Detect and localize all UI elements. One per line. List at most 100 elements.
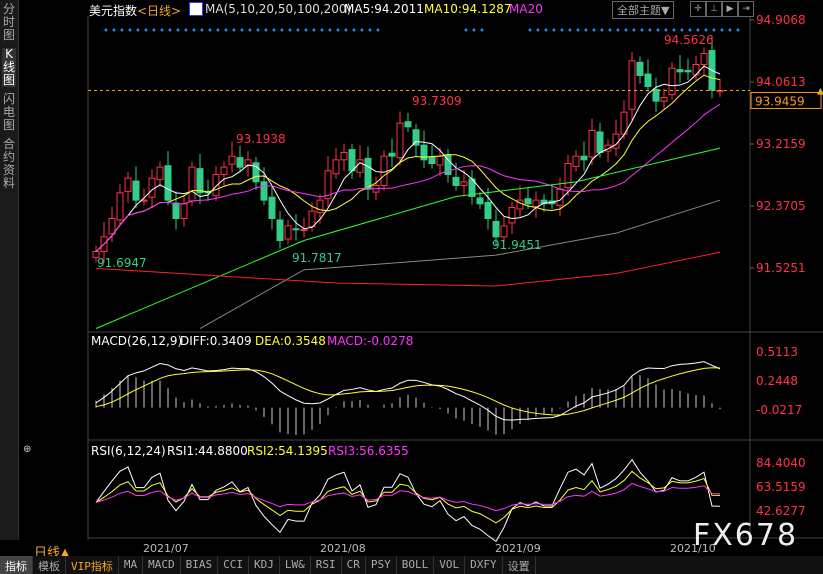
candle — [268, 196, 276, 220]
candle — [412, 129, 420, 146]
ma10-value: MA10:94.1287 — [424, 2, 512, 16]
extreme-label-3: 93.7309 — [412, 94, 462, 108]
event-dot — [232, 28, 236, 32]
candle — [364, 157, 372, 190]
event-dot — [664, 28, 668, 32]
candle — [300, 229, 308, 232]
sidebar-tab-1[interactable]: K线图 — [2, 47, 16, 87]
ma-chart-icon[interactable] — [189, 2, 203, 16]
event-dot — [536, 28, 540, 32]
chart-main[interactable]: 94.9068 94.0613 93.2159 92.3705 91.5251 93.94… — [19, 0, 823, 561]
event-dot — [464, 28, 468, 32]
event-dot — [224, 28, 228, 32]
date-label-0: 2021/07 — [143, 542, 189, 555]
toolbar-item-2[interactable]: VIP指标 — [66, 556, 119, 574]
toolbar-item-7[interactable]: KDJ — [249, 556, 280, 574]
theme-dropdown[interactable]: 全部主题▼ — [612, 1, 675, 19]
candle — [580, 155, 588, 161]
toolbar-item-4[interactable]: MACD — [143, 556, 181, 574]
candle — [292, 228, 300, 231]
candle — [396, 122, 404, 159]
candle — [260, 181, 268, 201]
toolbar-item-0[interactable]: 指标 — [0, 556, 33, 574]
extreme-label-1: 93.1938 — [236, 132, 286, 146]
candle — [684, 69, 692, 73]
toolbar-item-15[interactable]: 设置 — [503, 556, 536, 574]
candle — [476, 197, 484, 205]
event-dot — [696, 28, 700, 32]
event-dot — [328, 28, 332, 32]
candle — [220, 166, 228, 176]
candle — [604, 144, 612, 152]
rsi3-line — [95, 482, 721, 512]
toolbar-item-6[interactable]: CCI — [218, 556, 249, 574]
candle — [460, 181, 468, 187]
toolbar-item-11[interactable]: PSY — [366, 556, 397, 574]
period-label: <日线> — [137, 4, 182, 18]
event-dot — [240, 28, 244, 32]
sidebar-tab-0[interactable]: 分时图 — [2, 2, 15, 42]
move-right-icon[interactable]: ⇥ — [738, 1, 754, 17]
candle — [668, 67, 676, 96]
extreme-label-5: 94.5626 — [664, 33, 714, 47]
rsi2-line — [95, 470, 721, 524]
toolbar-item-9[interactable]: RSI — [311, 556, 342, 574]
crosshair-icon[interactable]: ✛ — [690, 1, 706, 17]
candle — [252, 162, 260, 183]
zoom-range-icon[interactable]: ⊥ — [706, 1, 722, 17]
event-dot — [368, 28, 372, 32]
event-dot — [104, 28, 108, 32]
toolbar-item-12[interactable]: BOLL — [397, 556, 435, 574]
macd-tick-2: -0.0217 — [756, 403, 802, 417]
candle — [436, 155, 444, 166]
toolbar-item-14[interactable]: DXFY — [465, 556, 503, 574]
candle — [332, 159, 340, 175]
toolbar-item-1[interactable]: 模板 — [33, 556, 66, 574]
candle — [348, 149, 356, 172]
event-dot — [144, 28, 148, 32]
sidebar-tab-3[interactable]: 合约资料 — [2, 137, 15, 190]
candle — [636, 61, 644, 77]
ma5-value: MA5:94.2011 — [344, 2, 424, 16]
toolbar-item-3[interactable]: MA — [119, 556, 144, 574]
macd-value: MACD:-0.0278 — [327, 334, 414, 348]
chart-svg[interactable]: 94.9068 94.0613 93.2159 92.3705 91.5251 93.94… — [19, 0, 823, 556]
candle — [356, 159, 364, 173]
price-tick-3: 92.3705 — [756, 199, 806, 213]
event-dot — [720, 28, 724, 32]
event-dot — [592, 28, 596, 32]
event-dot — [616, 28, 620, 32]
rsi-label: RSI(6,12,24) — [91, 444, 166, 458]
event-dot — [624, 28, 628, 32]
sidebar-tab-2[interactable]: 闪电图 — [2, 92, 15, 132]
event-dot — [648, 28, 652, 32]
event-dot — [168, 28, 172, 32]
event-dot — [608, 28, 612, 32]
sidebar: 分时图 K线图闪电图合约资料 — [0, 0, 19, 540]
scroll-up-icon: ▲ — [817, 86, 823, 96]
event-dot — [552, 28, 556, 32]
event-dot — [680, 28, 684, 32]
event-dot — [672, 28, 676, 32]
play-icon[interactable]: ▶ — [722, 1, 738, 17]
candle — [564, 163, 572, 189]
candle — [276, 219, 284, 242]
toolbar-item-8[interactable]: LW& — [280, 556, 311, 574]
candle — [492, 220, 500, 238]
event-dot — [376, 28, 380, 32]
candle — [420, 144, 428, 161]
candle — [596, 131, 604, 154]
ma50-line — [95, 147, 721, 329]
toolbar-item-10[interactable]: CR — [342, 556, 366, 574]
event-dot — [576, 28, 580, 32]
event-dot — [136, 28, 140, 32]
event-dot — [480, 28, 484, 32]
dea-line — [95, 367, 721, 416]
date-label-1: 2021/08 — [320, 542, 366, 555]
candle — [556, 188, 564, 206]
candle — [572, 155, 580, 167]
toolbar-item-5[interactable]: BIAS — [181, 556, 219, 574]
candle — [132, 180, 140, 201]
toolbar-item-13[interactable]: VOL — [434, 556, 466, 574]
rsi-tick-2: 42.6277 — [756, 504, 806, 518]
